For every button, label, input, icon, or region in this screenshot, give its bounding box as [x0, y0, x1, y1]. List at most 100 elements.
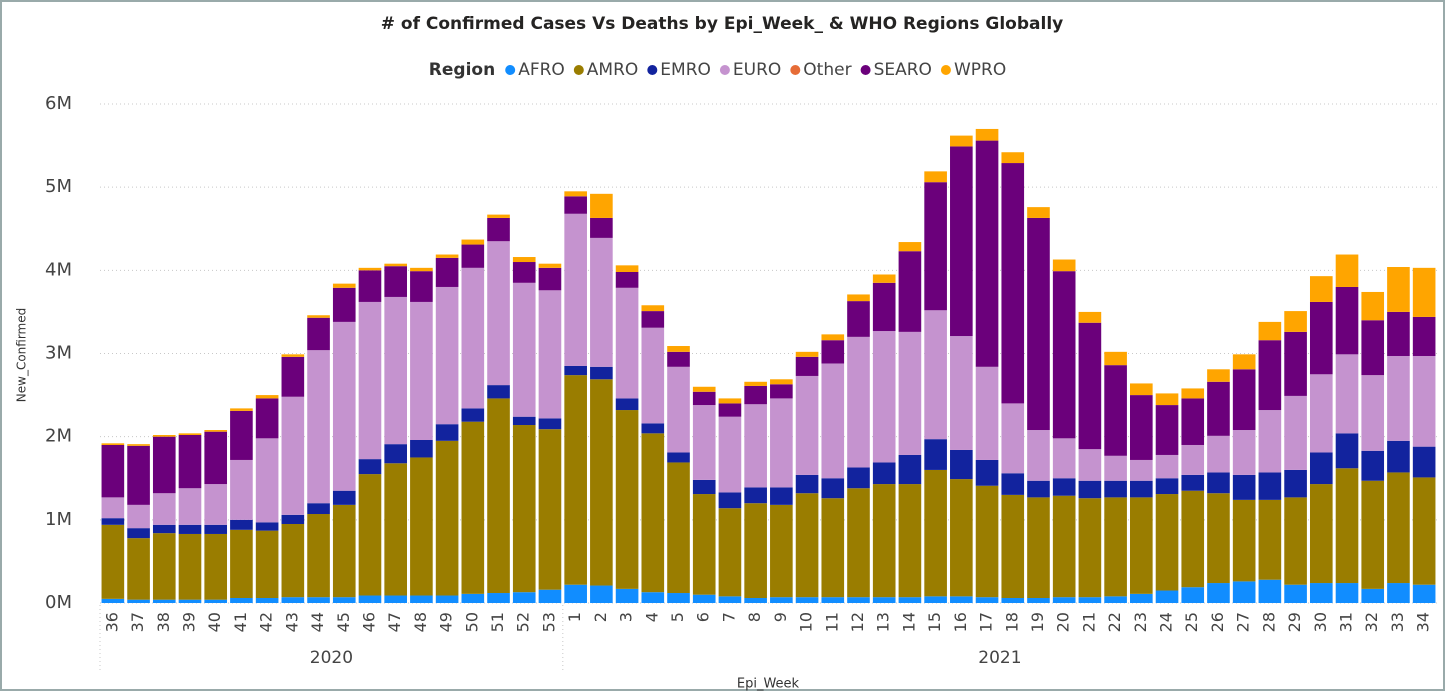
bar-segment [127, 504, 150, 529]
x-tick-label: 18 [1002, 612, 1021, 632]
bar-segment [898, 484, 922, 598]
bar-segment [281, 354, 305, 357]
bar-segment [1078, 597, 1102, 603]
x-tick-label: 16 [951, 612, 970, 632]
bar-segment [590, 217, 613, 238]
bar-segment [872, 274, 896, 283]
bar-segment [718, 492, 742, 509]
bar-segment [307, 350, 330, 504]
bar-segment [950, 479, 973, 597]
bar-segment [924, 310, 947, 440]
bar-segment [744, 598, 767, 603]
x-axis-label: Epi_Week [737, 677, 800, 691]
bar-segment [487, 217, 510, 242]
bar-segment [1207, 493, 1230, 584]
bar-segment [1130, 497, 1153, 594]
bar-segment [950, 596, 973, 603]
bar-segment [1387, 440, 1410, 473]
bar-segment [1104, 365, 1127, 456]
bar-segment [590, 237, 613, 367]
x-tick-label: 11 [822, 612, 841, 632]
bar-segment [1130, 395, 1153, 460]
bar-segment [230, 519, 253, 530]
bar-segment [641, 423, 665, 434]
bar-segment [667, 452, 690, 463]
bar-segment [1309, 484, 1333, 584]
bar-segment [564, 196, 587, 214]
x-tick-label: 36 [102, 612, 121, 632]
bar-segment [152, 493, 176, 525]
x-tick-label: 14 [899, 612, 918, 632]
bar-segment [307, 514, 330, 598]
bar-segment [358, 595, 382, 603]
bar-segment [281, 514, 305, 524]
bar-segment [1130, 383, 1153, 396]
bar-segment [1258, 579, 1282, 603]
bar-segment [1181, 490, 1205, 588]
bar-segment [1181, 398, 1205, 445]
bar-segment [564, 375, 587, 585]
bar-segment [307, 315, 330, 318]
bar-segment [512, 425, 536, 593]
bar-segment [435, 595, 459, 603]
bar-segment [1335, 583, 1359, 603]
bar-segment [615, 265, 639, 272]
bar-segment [692, 479, 716, 495]
bar-segment [1207, 435, 1230, 473]
bar-segment [1001, 403, 1025, 474]
bar-segment [1232, 581, 1256, 603]
bar-segment [667, 462, 690, 594]
bar-segment [204, 533, 228, 600]
bar-segment [1412, 316, 1436, 356]
bar-segment [847, 336, 870, 468]
bar-segment [1027, 480, 1050, 498]
x-tick-label: 50 [462, 612, 481, 632]
bar-segment [1052, 597, 1076, 603]
bar-segment [1309, 301, 1333, 375]
bar-segment [281, 356, 305, 397]
bar-segment [127, 445, 150, 505]
bar-segment [872, 331, 896, 463]
x-tick-label: 4 [642, 612, 661, 622]
x-tick-label: 9 [771, 612, 790, 622]
x-tick-label: 41 [231, 612, 250, 632]
bar-segment [1027, 217, 1050, 431]
bar-segment [898, 331, 922, 455]
x-tick-label: 30 [1311, 612, 1330, 632]
bar-segment [898, 242, 922, 252]
bar-segment [1155, 494, 1179, 591]
y-tick-label: 6M [45, 93, 72, 114]
y-tick-label: 4M [45, 259, 72, 280]
bar-segment [770, 504, 793, 598]
legend-label: WPRO [954, 60, 1006, 80]
bar-segment [410, 267, 433, 272]
bar-segment [1309, 374, 1333, 453]
bar-segment [975, 128, 999, 141]
bar-segment [975, 597, 999, 603]
bar-segment [950, 336, 973, 450]
bar-segment [1078, 498, 1102, 598]
bar-segment [1412, 584, 1436, 603]
bar-segment [461, 267, 485, 409]
bar-segment [1181, 388, 1205, 399]
bar-segment [1001, 152, 1025, 164]
bar-segment [1078, 449, 1102, 481]
x-tick-label: 15 [925, 612, 944, 632]
bar-segment [1207, 369, 1230, 382]
bar-segment [101, 444, 125, 498]
bar-segment [461, 239, 485, 245]
bar-segment [538, 290, 562, 419]
bar-segment [590, 379, 613, 586]
bar-segment [1335, 354, 1359, 434]
bar-segment [255, 522, 279, 531]
bar-segment [384, 266, 407, 297]
bar-segment [770, 487, 793, 505]
bar-segment [435, 286, 459, 425]
bar-segment [127, 528, 150, 539]
bar-segment [1309, 452, 1333, 485]
legend-swatch [940, 65, 951, 75]
bar-segment [590, 585, 613, 603]
bar-segment [1232, 430, 1256, 475]
bar-segment [307, 597, 330, 603]
bar-segment [564, 584, 587, 603]
